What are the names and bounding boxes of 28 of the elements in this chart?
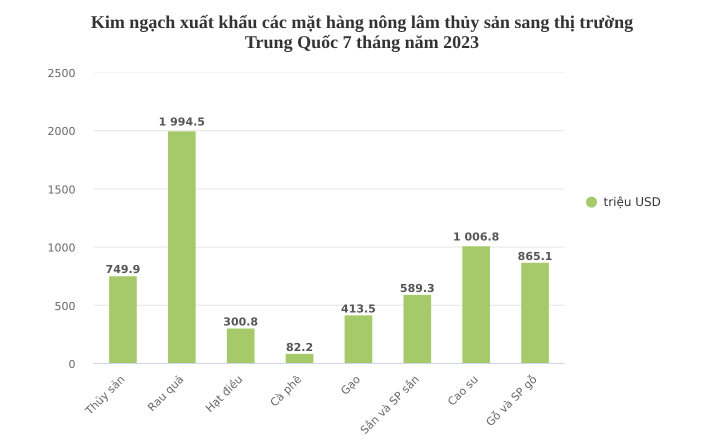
data-label: 82.2 [286,340,314,354]
data-label: 749.9 [106,263,140,276]
bar [403,294,432,364]
chart-title: Kim ngạch xuất khẩu các mặt hàng nông lâm thủy sản sang thị trường Trung Quốc 7 tháng năm 2023 [90,12,634,52]
x-tick-label: Gỗ và SP gỗ [484,372,540,429]
bar [168,131,196,364]
y-tick-label: 1000 [48,242,76,255]
bar [286,354,314,364]
data-label: 1 994.5 [158,115,205,128]
data-label: 865.1 [518,250,552,263]
bar [226,328,255,364]
y-tick-label: 500 [54,300,76,313]
y-tick-label: 0 [68,358,76,371]
y-tick-label: 1500 [48,183,76,196]
data-label: 300.8 [223,315,258,328]
data-label: 589.3 [400,282,435,295]
x-tick-label: Cao su [445,372,481,409]
x-tick-label: Gạo [338,372,364,398]
bar [109,276,137,364]
bar [344,315,372,364]
data-label: 1 006.8 [453,230,500,244]
data-label: 413.5 [341,302,376,316]
bar [462,246,490,364]
x-tick-label: Rau quả [145,372,186,414]
y-tick-label: 2500 [48,67,76,80]
legend-label: triệu USD [604,195,661,210]
y-tick-label: 2000 [48,125,76,138]
bar [521,262,549,364]
